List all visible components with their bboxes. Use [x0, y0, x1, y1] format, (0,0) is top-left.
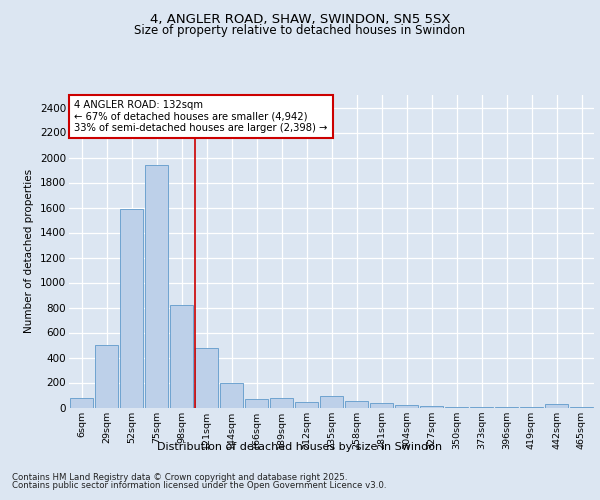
Bar	[220, 382, 243, 407]
Bar	[145, 165, 168, 408]
Bar	[170, 305, 193, 408]
Text: Distribution of detached houses by size in Swindon: Distribution of detached houses by size …	[157, 442, 443, 452]
Bar	[295, 402, 318, 407]
Text: 4 ANGLER ROAD: 132sqm
← 67% of detached houses are smaller (4,942)
33% of semi-d: 4 ANGLER ROAD: 132sqm ← 67% of detached …	[74, 100, 328, 133]
Bar	[370, 402, 393, 407]
Y-axis label: Number of detached properties: Number of detached properties	[25, 169, 34, 334]
Bar	[570, 407, 593, 408]
Text: Contains public sector information licensed under the Open Government Licence v3: Contains public sector information licen…	[12, 481, 386, 490]
Bar	[395, 405, 418, 407]
Bar	[195, 348, 218, 408]
Bar	[495, 407, 518, 408]
Text: Size of property relative to detached houses in Swindon: Size of property relative to detached ho…	[134, 24, 466, 37]
Bar	[320, 396, 343, 407]
Bar	[270, 398, 293, 407]
Bar	[445, 407, 468, 408]
Text: Contains HM Land Registry data © Crown copyright and database right 2025.: Contains HM Land Registry data © Crown c…	[12, 472, 347, 482]
Bar	[470, 407, 493, 408]
Bar	[520, 407, 543, 408]
Bar	[245, 400, 268, 407]
Bar	[95, 345, 118, 408]
Bar	[545, 404, 568, 407]
Text: 4, ANGLER ROAD, SHAW, SWINDON, SN5 5SX: 4, ANGLER ROAD, SHAW, SWINDON, SN5 5SX	[150, 12, 450, 26]
Bar	[345, 400, 368, 407]
Bar	[70, 398, 93, 407]
Bar	[420, 406, 443, 407]
Bar	[120, 209, 143, 408]
